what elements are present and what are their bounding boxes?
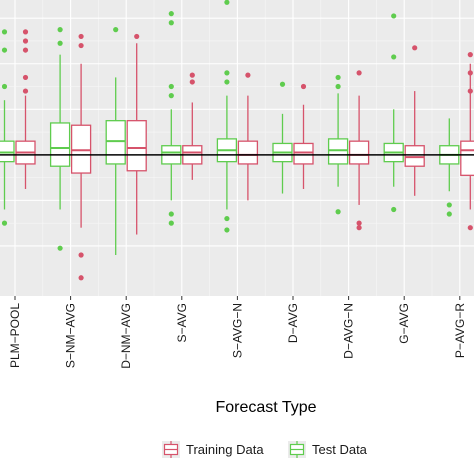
outlier-point	[412, 45, 418, 51]
box-test	[105, 27, 126, 256]
box-test	[0, 29, 15, 226]
outlier-point	[467, 70, 473, 76]
outlier-point	[446, 211, 452, 217]
x-tick-label: D−AVG−N	[342, 303, 356, 359]
box-iqr	[460, 140, 474, 176]
box-iqr	[237, 140, 259, 165]
x-tick-label: P−AVG−R	[453, 303, 467, 358]
box-iqr	[348, 140, 370, 165]
box-training	[182, 72, 203, 180]
outlier-point	[168, 11, 174, 17]
outlier-point	[168, 220, 174, 226]
box-training	[293, 83, 314, 189]
box-training	[126, 33, 147, 235]
box-training	[404, 45, 425, 196]
outlier-point	[1, 83, 8, 90]
legend: Training Data Test Data	[162, 441, 368, 458]
outlier-point	[391, 13, 397, 19]
outlier-point	[78, 252, 84, 258]
outlier-point	[113, 27, 119, 33]
outlier-point	[22, 74, 29, 81]
outlier-point	[57, 40, 63, 46]
outlier-point	[467, 52, 473, 58]
box-training	[70, 33, 92, 281]
box-iqr	[105, 120, 126, 165]
x-tick-label: PLM−POOL	[8, 303, 22, 368]
outlier-point	[189, 72, 195, 78]
outlier-point	[78, 42, 84, 49]
outlier-point	[57, 245, 63, 251]
outlier-point	[22, 47, 29, 53]
outlier-point	[1, 220, 8, 226]
outlier-point	[446, 202, 452, 208]
outlier-point	[168, 211, 174, 217]
legend-label: Test Data	[312, 442, 368, 457]
outlier-point	[168, 83, 174, 90]
x-tick-label: S−NM−AVG	[64, 303, 78, 368]
legend-item: Training Data	[162, 441, 264, 458]
legend-label: Training Data	[186, 442, 264, 457]
x-axis-title: Forecast Type	[215, 399, 316, 416]
x-tick-label: S−AVG−N	[230, 303, 244, 358]
outlier-point	[1, 47, 8, 53]
box-test	[272, 81, 293, 194]
outlier-point	[224, 79, 230, 85]
box-series-group	[0, 0, 474, 281]
outlier-point	[134, 33, 140, 40]
outlier-point	[335, 74, 341, 81]
x-tick-label: D−AVG	[286, 303, 300, 343]
box-iqr	[70, 124, 92, 174]
outlier-point	[168, 93, 174, 99]
x-tick-label: G−AVG	[397, 303, 411, 344]
outlier-point	[356, 220, 362, 226]
box-test	[383, 13, 404, 213]
outlier-point	[224, 70, 230, 76]
box-training	[15, 29, 36, 189]
outlier-point	[245, 72, 251, 78]
outlier-point	[1, 29, 8, 35]
box-iqr	[404, 145, 425, 167]
x-tick-group: PLM−POOL S−NM−AVG D−NM−AVG S−AVG S−AVG−N D−AV…	[8, 296, 467, 369]
outlier-point	[300, 83, 307, 90]
outlier-point	[168, 20, 174, 26]
x-tick-label: D−NM−AVG	[119, 303, 133, 369]
outlier-point	[224, 227, 230, 233]
outlier-point	[224, 0, 230, 5]
outlier-point	[391, 206, 397, 213]
outlier-point	[467, 88, 473, 94]
outlier-point	[22, 88, 29, 94]
outlier-point	[22, 38, 29, 44]
box-iqr	[0, 140, 15, 163]
outlier-point	[224, 215, 230, 222]
outlier-point	[335, 83, 341, 90]
outlier-point	[57, 27, 63, 33]
box-iqr	[49, 122, 71, 167]
outlier-point	[356, 70, 362, 76]
x-tick-label: S−AVG	[175, 303, 189, 342]
legend-item: Test Data	[288, 441, 368, 458]
box-iqr	[327, 138, 349, 165]
box-iqr	[126, 120, 147, 172]
outlier-point	[391, 54, 397, 60]
box-iqr	[293, 142, 314, 165]
outlier-point	[189, 79, 195, 85]
box-test	[327, 74, 349, 215]
outlier-point	[467, 225, 473, 231]
box-training	[460, 52, 474, 231]
box-test	[216, 0, 238, 233]
outlier-point	[22, 29, 29, 35]
outlier-point	[78, 275, 84, 281]
outlier-point	[335, 209, 341, 215]
outlier-point	[356, 225, 362, 231]
outlier-point	[279, 81, 286, 87]
outlier-point	[78, 33, 84, 40]
